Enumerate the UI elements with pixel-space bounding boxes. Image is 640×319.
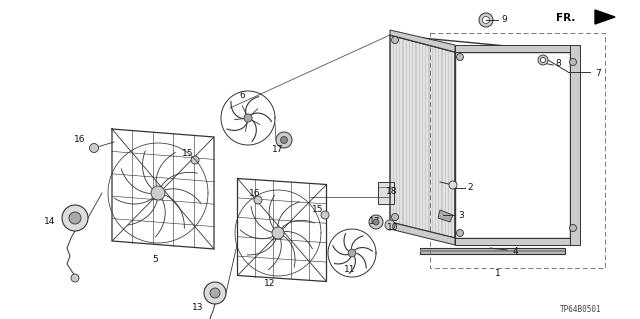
Bar — [420, 248, 565, 254]
Text: 12: 12 — [264, 278, 276, 287]
Circle shape — [369, 215, 383, 229]
Text: 18: 18 — [387, 187, 397, 196]
Text: 17: 17 — [369, 218, 381, 226]
Text: TP64B0501: TP64B0501 — [560, 306, 602, 315]
Circle shape — [244, 114, 252, 122]
Circle shape — [392, 213, 399, 220]
Circle shape — [392, 36, 399, 43]
Text: 15: 15 — [312, 205, 324, 214]
Text: 10: 10 — [387, 224, 399, 233]
Text: 3: 3 — [458, 211, 464, 219]
Circle shape — [204, 282, 226, 304]
Polygon shape — [390, 30, 455, 52]
Bar — [378, 182, 394, 204]
Text: 8: 8 — [555, 58, 561, 68]
Text: 15: 15 — [182, 149, 194, 158]
Text: 5: 5 — [152, 256, 158, 264]
Text: 1: 1 — [495, 270, 501, 278]
Circle shape — [479, 13, 493, 27]
Circle shape — [276, 132, 292, 148]
Bar — [455, 45, 570, 52]
Text: 4: 4 — [512, 248, 518, 256]
Text: FR.: FR. — [556, 13, 575, 23]
Circle shape — [90, 144, 99, 152]
Polygon shape — [595, 10, 615, 24]
Circle shape — [449, 181, 457, 189]
Circle shape — [348, 249, 356, 257]
Text: 14: 14 — [44, 218, 56, 226]
Circle shape — [191, 156, 199, 164]
Circle shape — [483, 17, 490, 24]
Circle shape — [538, 55, 548, 65]
Bar — [420, 250, 565, 252]
Circle shape — [456, 229, 463, 236]
Circle shape — [69, 212, 81, 224]
Polygon shape — [438, 210, 453, 222]
Circle shape — [570, 58, 577, 65]
Text: 16: 16 — [249, 189, 260, 197]
Text: 6: 6 — [239, 91, 245, 100]
Text: 16: 16 — [74, 136, 86, 145]
Circle shape — [373, 219, 379, 225]
Circle shape — [541, 57, 545, 63]
Text: 11: 11 — [344, 265, 356, 275]
Circle shape — [272, 227, 284, 239]
Bar — [570, 45, 580, 245]
Circle shape — [570, 225, 577, 232]
Text: 7: 7 — [595, 69, 601, 78]
Circle shape — [254, 196, 262, 204]
Bar — [455, 238, 570, 245]
Circle shape — [71, 274, 79, 282]
Circle shape — [321, 211, 329, 219]
Polygon shape — [390, 222, 455, 245]
Text: 9: 9 — [501, 16, 507, 25]
Circle shape — [151, 186, 165, 200]
Circle shape — [280, 137, 287, 144]
Circle shape — [385, 220, 395, 230]
Text: 17: 17 — [272, 145, 284, 154]
Bar — [430, 33, 605, 268]
Text: 2: 2 — [467, 183, 473, 192]
Circle shape — [62, 205, 88, 231]
Text: 13: 13 — [192, 302, 204, 311]
Circle shape — [456, 54, 463, 61]
Circle shape — [210, 288, 220, 298]
